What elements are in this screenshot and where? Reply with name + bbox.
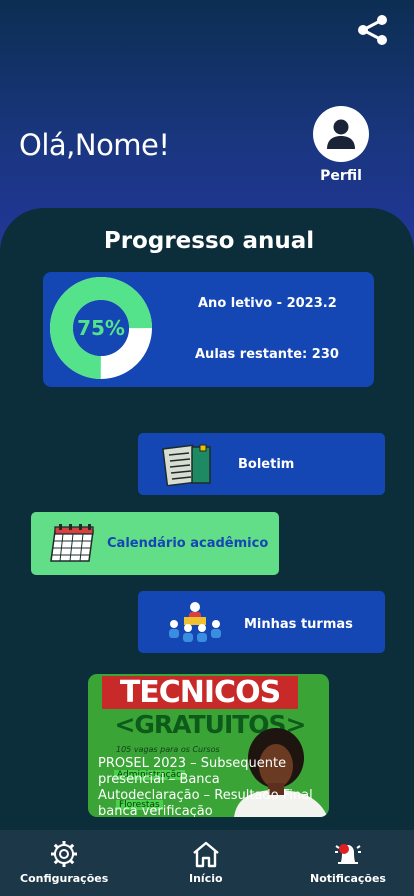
school-year-text: Ano letivo - 2023.2 bbox=[198, 296, 337, 311]
classroom-icon bbox=[169, 602, 221, 642]
progress-arc bbox=[50, 277, 152, 379]
user-icon bbox=[327, 119, 355, 149]
home-icon bbox=[192, 841, 219, 868]
classes-label: Minhas turmas bbox=[244, 617, 353, 632]
nav-notifications[interactable]: Notificações bbox=[310, 840, 386, 885]
bottom-nav: Configurações Início Notificações bbox=[0, 830, 414, 896]
classes-remaining-text: Aulas restante: 230 bbox=[195, 347, 339, 362]
nav-notifications-label: Notificações bbox=[310, 872, 386, 885]
banner-vagas: 105 vagas para os Cursos bbox=[116, 745, 220, 754]
calendar-icon bbox=[50, 524, 94, 562]
avatar bbox=[313, 106, 369, 162]
profile-label: Perfil bbox=[320, 168, 362, 184]
nav-settings[interactable]: Configurações bbox=[20, 840, 108, 885]
nav-home-label: Início bbox=[189, 872, 223, 885]
boletim-button[interactable]: Boletim bbox=[138, 433, 385, 495]
gear-icon bbox=[51, 841, 78, 867]
banner-tag-florestas: Florestas bbox=[116, 800, 163, 810]
banner-headline: TECNICOS bbox=[102, 676, 298, 709]
notification-bell-icon bbox=[334, 844, 361, 864]
progress-percent: 75% bbox=[77, 316, 125, 340]
banner-caption: PROSEL 2023 – Subsequente presencial – B… bbox=[98, 756, 313, 817]
banner-tag-administracao: Administração bbox=[114, 770, 185, 780]
nav-settings-label: Configurações bbox=[20, 872, 109, 885]
progress-donut bbox=[50, 277, 152, 379]
calendar-button[interactable]: Calendário acadêmico bbox=[31, 512, 279, 575]
banner-person-image bbox=[234, 728, 328, 817]
progress-title: Progresso anual bbox=[103, 228, 315, 254]
progress-card: 75% Ano letivo - 2023.2 Aulas restante: … bbox=[43, 272, 374, 387]
profile-button[interactable]: Perfil bbox=[311, 106, 371, 184]
boletim-label: Boletim bbox=[238, 457, 295, 472]
share-button[interactable] bbox=[355, 12, 391, 48]
report-card-icon bbox=[162, 444, 211, 486]
nav-home[interactable]: Início bbox=[189, 840, 223, 885]
classes-button[interactable]: Minhas turmas bbox=[138, 591, 385, 653]
share-icon bbox=[358, 15, 387, 45]
calendar-label: Calendário acadêmico bbox=[107, 536, 269, 551]
greeting-text: Olá,Nome! bbox=[19, 128, 170, 162]
news-banner[interactable]: TECNICOS <GRATUITOS> 105 vagas para os C… bbox=[88, 674, 329, 817]
